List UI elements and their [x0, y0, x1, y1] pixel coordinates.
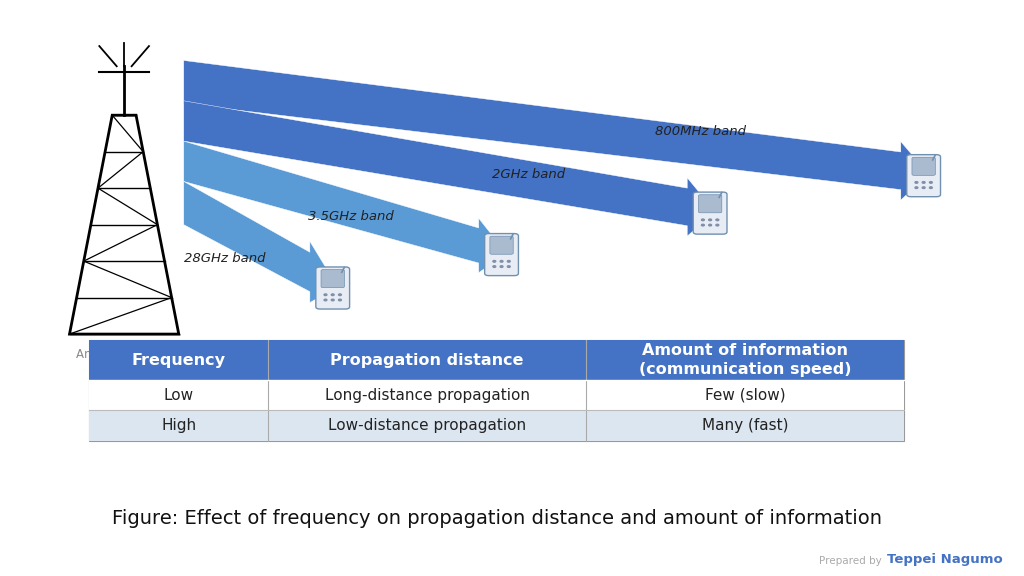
Text: 2GHz band: 2GHz band	[492, 168, 565, 181]
Text: 28GHz band: 28GHz band	[183, 252, 265, 265]
Circle shape	[493, 260, 496, 262]
Text: Antenna Station: Antenna Station	[77, 348, 172, 362]
Text: Low-distance propagation: Low-distance propagation	[328, 418, 526, 433]
Circle shape	[339, 299, 341, 301]
Circle shape	[930, 181, 932, 183]
Circle shape	[324, 299, 327, 301]
Text: 800MHz band: 800MHz band	[655, 125, 746, 138]
Circle shape	[339, 294, 341, 295]
Polygon shape	[183, 101, 715, 236]
Circle shape	[701, 224, 705, 226]
Circle shape	[500, 260, 503, 262]
Text: Figure: Effect of frequency on propagation distance and amount of information: Figure: Effect of frequency on propagati…	[112, 509, 882, 528]
FancyBboxPatch shape	[698, 195, 722, 213]
FancyBboxPatch shape	[693, 192, 727, 234]
FancyBboxPatch shape	[489, 236, 513, 254]
Circle shape	[507, 266, 510, 267]
Circle shape	[915, 181, 918, 183]
Text: Frequency: Frequency	[132, 353, 225, 367]
FancyBboxPatch shape	[907, 154, 940, 197]
Circle shape	[324, 294, 327, 295]
Circle shape	[923, 187, 925, 188]
FancyBboxPatch shape	[89, 340, 904, 380]
Circle shape	[500, 266, 503, 267]
Circle shape	[930, 187, 932, 188]
Circle shape	[332, 294, 334, 295]
FancyBboxPatch shape	[484, 234, 518, 276]
FancyBboxPatch shape	[89, 340, 904, 441]
Circle shape	[507, 260, 510, 262]
Circle shape	[915, 187, 918, 188]
Text: High: High	[161, 418, 197, 433]
Circle shape	[701, 219, 705, 221]
Polygon shape	[183, 141, 507, 272]
Circle shape	[709, 219, 712, 221]
Text: Propagation distance: Propagation distance	[331, 353, 524, 367]
Circle shape	[709, 224, 712, 226]
FancyBboxPatch shape	[315, 267, 349, 309]
Text: Few (slow): Few (slow)	[705, 388, 785, 403]
Circle shape	[716, 224, 719, 226]
Circle shape	[716, 219, 719, 221]
Text: Teppei Nagumo: Teppei Nagumo	[887, 552, 1002, 566]
Circle shape	[923, 181, 925, 183]
Circle shape	[332, 299, 334, 301]
FancyBboxPatch shape	[322, 270, 344, 287]
Text: Prepared by: Prepared by	[819, 556, 882, 566]
Text: Long-distance propagation: Long-distance propagation	[325, 388, 529, 403]
Polygon shape	[183, 60, 929, 200]
FancyBboxPatch shape	[89, 410, 904, 441]
FancyBboxPatch shape	[912, 157, 935, 175]
Circle shape	[493, 266, 496, 267]
Text: Amount of information
(communication speed): Amount of information (communication spe…	[639, 343, 851, 377]
Text: Many (fast): Many (fast)	[701, 418, 788, 433]
FancyBboxPatch shape	[89, 380, 904, 410]
Polygon shape	[183, 181, 338, 302]
Text: 3.5GHz band: 3.5GHz band	[308, 210, 393, 223]
Text: Low: Low	[164, 388, 194, 403]
